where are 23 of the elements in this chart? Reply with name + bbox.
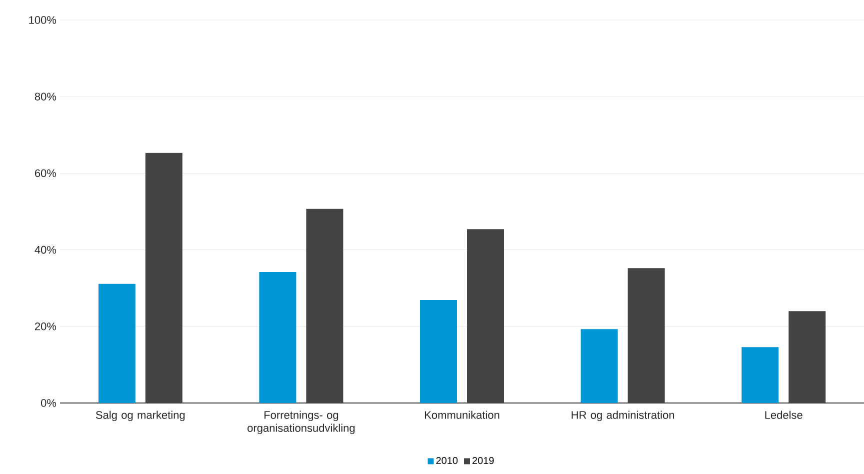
y-tick-label: 80% [34,92,56,100]
y-tick-label: 60% [35,169,56,178]
x-tick-label: Ledelse [765,410,802,419]
bar [580,329,618,403]
legend-label: 2010 [436,456,458,464]
bar [306,208,344,403]
bar [98,284,136,403]
bar [788,311,826,403]
bar [467,229,504,403]
bar [628,268,665,403]
x-tick-label: Forretnings- og organisationsudvikling [248,410,355,434]
x-tick-label: Kommunikation [425,410,500,419]
bar [742,347,779,403]
x-tick-label: HR og administration [572,410,674,422]
y-tick-label: 40% [34,246,56,254]
y-tick-label: 0% [40,399,56,407]
bar [259,272,296,403]
x-tick-label: Salg og marketing [96,410,185,422]
y-tick-label: 20% [35,322,56,330]
bar [420,300,457,403]
y-tick-label: 100% [29,16,56,24]
legend-label: 2019 [472,456,494,464]
bar [145,152,182,403]
